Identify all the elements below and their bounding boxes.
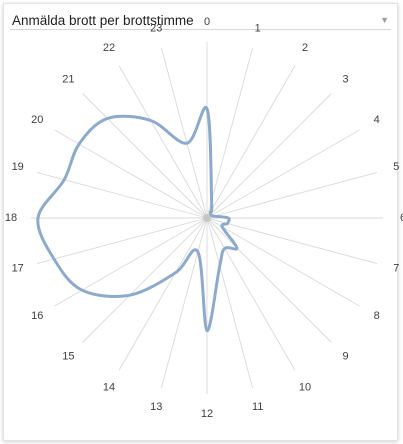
tick-label-9: 9 — [343, 351, 349, 363]
tick-label-17: 17 — [12, 263, 24, 275]
tick-label-4: 4 — [374, 114, 380, 126]
spoke-1 — [206, 47, 254, 219]
tick-label-18: 18 — [5, 212, 17, 224]
data-point-16 — [79, 287, 85, 293]
data-point-7 — [224, 221, 230, 227]
data-point-9 — [234, 245, 240, 251]
spoke-15 — [82, 217, 208, 343]
data-point-12 — [204, 328, 210, 334]
data-point-13 — [195, 249, 201, 255]
tick-label-6: 6 — [400, 212, 403, 224]
tick-label-5: 5 — [393, 161, 399, 173]
data-point-0 — [204, 106, 210, 112]
spoke-16 — [54, 217, 208, 307]
data-point-6 — [225, 215, 231, 221]
tick-label-12: 12 — [201, 408, 213, 420]
data-point-10 — [222, 246, 228, 252]
spoke-23 — [160, 47, 208, 219]
tick-label-16: 16 — [31, 310, 43, 322]
chart-header: Anmälda brott per brottstimme ▼ — [10, 13, 391, 30]
tick-label-14: 14 — [103, 382, 115, 394]
tick-label-21: 21 — [62, 73, 74, 85]
data-point-23 — [184, 140, 190, 146]
chart-center — [203, 214, 211, 222]
data-point-21 — [104, 115, 110, 121]
tick-label-8: 8 — [374, 310, 380, 322]
spoke-2 — [206, 65, 296, 219]
data-point-20 — [76, 141, 82, 147]
tick-label-20: 20 — [31, 114, 43, 126]
spoke-5 — [206, 171, 378, 219]
data-point-18 — [35, 215, 41, 221]
spoke-9 — [206, 217, 332, 343]
data-point-11 — [217, 263, 223, 269]
chevron-down-icon[interactable]: ▼ — [380, 15, 389, 25]
tick-label-10: 10 — [299, 382, 311, 394]
spoke-14 — [118, 217, 208, 371]
tick-label-7: 7 — [393, 263, 399, 275]
data-point-17 — [51, 256, 57, 262]
tick-label-1: 1 — [255, 23, 261, 35]
data-point-19 — [61, 177, 67, 183]
tick-label-3: 3 — [343, 73, 349, 85]
spoke-21 — [82, 93, 208, 219]
spoke-13 — [160, 217, 208, 389]
spoke-17 — [36, 217, 208, 265]
tick-label-11: 11 — [252, 401, 263, 413]
tick-label-2: 2 — [302, 42, 308, 54]
data-point-14 — [172, 270, 178, 276]
data-point-5 — [211, 213, 217, 219]
spoke-8 — [206, 217, 360, 307]
spoke-11 — [206, 217, 254, 389]
tick-label-15: 15 — [62, 351, 74, 363]
spoke-10 — [206, 217, 296, 371]
spoke-7 — [206, 217, 378, 265]
chart-title: Anmälda brott per brottstimme — [12, 13, 194, 28]
data-point-8 — [219, 224, 225, 230]
data-point-15 — [127, 292, 133, 298]
data-point-1 — [209, 198, 215, 204]
tick-label-13: 13 — [150, 401, 162, 413]
tick-label-0: 0 — [204, 16, 210, 28]
tick-label-19: 19 — [12, 161, 24, 173]
spoke-22 — [118, 65, 208, 219]
spoke-4 — [206, 129, 360, 219]
tick-label-22: 22 — [103, 42, 115, 54]
tick-label-23: 23 — [150, 23, 162, 35]
data-point-22 — [148, 118, 154, 124]
spoke-3 — [206, 93, 332, 219]
series-line — [36, 106, 239, 333]
